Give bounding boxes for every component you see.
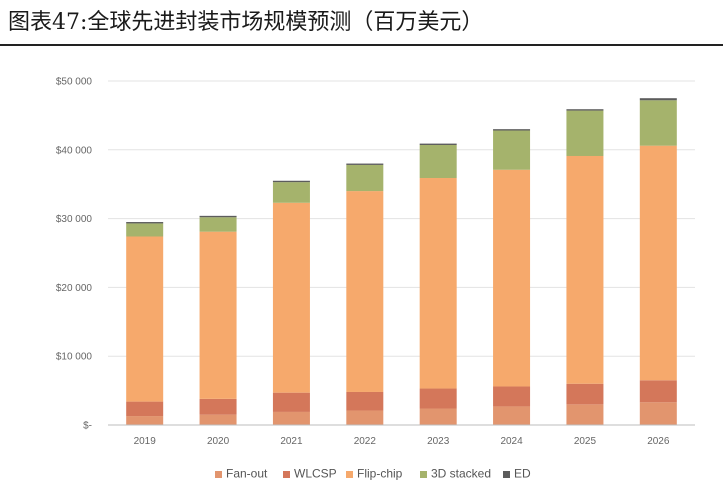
bar-segment bbox=[199, 217, 237, 232]
bar-segment bbox=[419, 388, 457, 409]
bar-segment bbox=[272, 182, 310, 203]
x-tick-label: 2020 bbox=[207, 436, 230, 447]
bar-segment bbox=[199, 414, 237, 425]
legend-label: 3D stacked bbox=[431, 467, 491, 481]
y-tick-label: $10 000 bbox=[56, 352, 93, 363]
bar-segment bbox=[566, 155, 604, 384]
bar-segment bbox=[272, 411, 310, 425]
x-tick-label: 2021 bbox=[280, 436, 303, 447]
bar-segment bbox=[126, 223, 164, 237]
bar-segment bbox=[639, 402, 677, 425]
x-tick-label: 2019 bbox=[134, 436, 157, 447]
legend-swatch bbox=[215, 471, 222, 478]
bar-segment bbox=[199, 215, 237, 218]
y-tick-label: $20 000 bbox=[56, 283, 93, 294]
bar-segment bbox=[419, 408, 457, 425]
y-tick-label: $50 000 bbox=[56, 77, 93, 88]
bar-segment bbox=[493, 129, 531, 131]
legend-label: Flip-chip bbox=[357, 467, 403, 481]
legend-label: WLCSP bbox=[294, 467, 337, 481]
legend-swatch bbox=[503, 471, 510, 478]
legend-label: Fan-out bbox=[226, 467, 268, 481]
bar-segment bbox=[126, 416, 164, 425]
bar-segment bbox=[419, 144, 457, 179]
bars bbox=[126, 98, 677, 425]
x-tick-label: 2023 bbox=[427, 436, 450, 447]
bar-segment bbox=[346, 410, 384, 425]
bar-segment bbox=[493, 169, 531, 387]
bar-segment bbox=[566, 110, 604, 156]
bar-segment bbox=[272, 392, 310, 412]
bar-segment bbox=[272, 180, 310, 183]
bar-segment bbox=[126, 222, 164, 224]
x-tick-label: 2024 bbox=[500, 436, 523, 447]
bar-segment bbox=[346, 164, 384, 192]
bar-segment bbox=[199, 231, 237, 399]
title-underline bbox=[0, 44, 723, 46]
legend-swatch bbox=[283, 471, 290, 478]
bar-segment bbox=[419, 178, 457, 389]
x-tick-label: 2025 bbox=[574, 436, 597, 447]
bar-segment bbox=[566, 383, 604, 405]
bar-segment bbox=[126, 236, 164, 402]
bar-segment bbox=[639, 380, 677, 403]
bar-segment bbox=[566, 404, 604, 425]
bar-segment bbox=[346, 391, 384, 411]
bar-segment bbox=[566, 109, 604, 111]
bar-segment bbox=[493, 130, 531, 170]
x-tick-label: 2026 bbox=[647, 436, 670, 447]
chart-title: 图表47:全球先进封装市场规模预测（百万美元） bbox=[8, 10, 484, 35]
legend-label: ED bbox=[514, 467, 531, 481]
bar-segment bbox=[126, 401, 164, 417]
bar-segment bbox=[419, 143, 457, 145]
y-axis: $- $10 000 $20 000 $30 000 $40 000 $50 000 bbox=[56, 77, 93, 432]
bar-segment bbox=[639, 98, 677, 101]
legend-swatch bbox=[346, 471, 353, 478]
y-tick-label: $40 000 bbox=[56, 145, 93, 156]
bar-segment bbox=[346, 191, 384, 392]
x-tick-label: 2022 bbox=[354, 436, 377, 447]
y-tick-label: $- bbox=[83, 421, 92, 432]
grid-lines bbox=[108, 80, 695, 357]
bar-segment bbox=[272, 202, 310, 393]
legend: Fan-out WLCSP Flip-chip 3D stacked ED bbox=[215, 467, 531, 481]
bar-segment bbox=[493, 406, 531, 425]
bar-segment bbox=[639, 145, 677, 381]
bar-segment bbox=[639, 100, 677, 146]
bar-segment bbox=[199, 398, 237, 415]
legend-swatch bbox=[420, 471, 427, 478]
x-axis: 2019 2020 2021 2022 2023 2024 2025 2026 bbox=[134, 436, 670, 447]
bar-segment bbox=[493, 386, 531, 407]
y-tick-label: $30 000 bbox=[56, 214, 93, 225]
bar-segment bbox=[346, 163, 384, 165]
